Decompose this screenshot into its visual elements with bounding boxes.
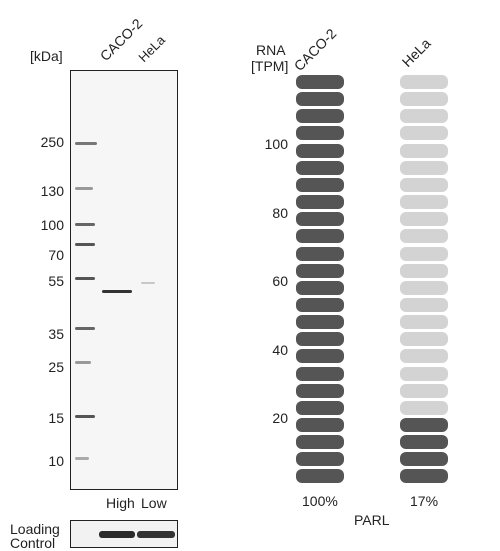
rna-pill-hela-4 bbox=[400, 126, 448, 141]
rna-pill-caco-2-13 bbox=[296, 280, 344, 295]
marker-label-35: 35 bbox=[48, 326, 64, 342]
rna-pill-caco-2-3 bbox=[296, 109, 344, 124]
rna-pill-hela-13 bbox=[400, 280, 448, 295]
rna-pill-hela-16 bbox=[400, 332, 448, 347]
rna-pill-caco-2-7 bbox=[296, 177, 344, 192]
rna-pill-caco-2-20 bbox=[296, 400, 344, 415]
rna-bar-hela bbox=[400, 75, 448, 485]
rna-pill-hela-23 bbox=[400, 452, 448, 467]
rna-pill-hela-24 bbox=[400, 469, 448, 484]
ladder-band-70 bbox=[75, 243, 95, 246]
rna-pill-caco-2-6 bbox=[296, 160, 344, 175]
rna-pill-caco-2-23 bbox=[296, 452, 344, 467]
gene-name: PARL bbox=[354, 512, 390, 528]
loading-control-label-1: Loading bbox=[10, 521, 60, 537]
ladder-band-55 bbox=[75, 277, 95, 280]
loading-control-blot bbox=[70, 520, 178, 548]
rna-pill-caco-2-2 bbox=[296, 92, 344, 107]
rna-bar-caco2 bbox=[296, 75, 344, 485]
rna-cell-line-hela: HeLa bbox=[398, 35, 434, 70]
kda-unit-label: [kDa] bbox=[30, 48, 63, 64]
rna-pill-caco-2-15 bbox=[296, 315, 344, 330]
rna-pill-hela-6 bbox=[400, 160, 448, 175]
rna-tick-100: 100 bbox=[264, 136, 288, 152]
marker-label-70: 70 bbox=[48, 247, 64, 263]
rna-pill-caco-2-16 bbox=[296, 332, 344, 347]
rna-pill-caco-2-11 bbox=[296, 246, 344, 261]
rna-pill-hela-1 bbox=[400, 75, 448, 89]
sample-band-caco2 bbox=[102, 290, 132, 293]
ladder-band-10 bbox=[75, 457, 89, 460]
rna-pill-caco-2-17 bbox=[296, 349, 344, 364]
rna-axis-label-2: [TPM] bbox=[251, 58, 289, 74]
rna-pill-caco-2-21 bbox=[296, 418, 344, 432]
expression-label-high: High bbox=[106, 495, 135, 511]
rna-pill-caco-2-5 bbox=[296, 143, 344, 158]
ladder-band-100 bbox=[75, 223, 95, 226]
western-blot-membrane bbox=[70, 70, 178, 490]
rna-pill-hela-9 bbox=[400, 212, 448, 227]
rna-pill-hela-20 bbox=[400, 400, 448, 415]
rna-pill-hela-7 bbox=[400, 177, 448, 192]
marker-label-15: 15 bbox=[48, 410, 64, 426]
ladder-band-25 bbox=[75, 361, 91, 364]
rna-pill-caco-2-8 bbox=[296, 195, 344, 210]
marker-label-250: 250 bbox=[40, 134, 64, 150]
rna-pill-hela-15 bbox=[400, 315, 448, 330]
loading-band-caco2 bbox=[99, 531, 135, 538]
rna-pill-hela-17 bbox=[400, 349, 448, 364]
rna-axis-label-1: RNA bbox=[256, 42, 286, 58]
rna-pill-caco-2-18 bbox=[296, 366, 344, 381]
rna-pill-caco-2-1 bbox=[296, 75, 344, 89]
rna-pill-hela-14 bbox=[400, 297, 448, 312]
expression-label-low: Low bbox=[141, 495, 167, 511]
rna-pill-hela-18 bbox=[400, 366, 448, 381]
ladder-band-15 bbox=[75, 415, 95, 418]
rna-pill-hela-22 bbox=[400, 435, 448, 450]
rna-pill-caco-2-10 bbox=[296, 229, 344, 244]
rna-pill-hela-8 bbox=[400, 195, 448, 210]
rna-tick-60: 60 bbox=[272, 273, 288, 289]
rna-pill-caco-2-14 bbox=[296, 297, 344, 312]
rna-pill-caco-2-4 bbox=[296, 126, 344, 141]
marker-label-55: 55 bbox=[48, 273, 64, 289]
rna-pill-caco-2-24 bbox=[296, 469, 344, 484]
lane-label-hela: HeLa bbox=[135, 32, 168, 65]
loading-control-label-2: Control bbox=[10, 535, 56, 551]
rna-percent-caco2: 100% bbox=[302, 493, 338, 509]
rna-pill-hela-2 bbox=[400, 92, 448, 107]
marker-label-100: 100 bbox=[40, 217, 64, 233]
rna-pill-hela-21 bbox=[400, 418, 448, 432]
marker-label-130: 130 bbox=[40, 183, 64, 199]
rna-tick-80: 80 bbox=[272, 205, 288, 221]
rna-pill-hela-11 bbox=[400, 246, 448, 261]
rna-tick-20: 20 bbox=[272, 410, 288, 426]
rna-pill-hela-19 bbox=[400, 383, 448, 398]
sample-band-hela bbox=[141, 282, 155, 284]
rna-pill-caco-2-9 bbox=[296, 212, 344, 227]
rna-percent-hela: 17% bbox=[410, 493, 439, 509]
rna-pill-hela-5 bbox=[400, 143, 448, 158]
ladder-band-130 bbox=[75, 187, 93, 190]
rna-pill-hela-12 bbox=[400, 263, 448, 278]
marker-label-25: 25 bbox=[48, 359, 64, 375]
marker-label-10: 10 bbox=[48, 453, 64, 469]
rna-pill-caco-2-12 bbox=[296, 263, 344, 278]
rna-pill-caco-2-22 bbox=[296, 435, 344, 450]
rna-pill-hela-10 bbox=[400, 229, 448, 244]
rna-cell-line-caco2: CACO-2 bbox=[290, 25, 340, 74]
rna-pill-hela-3 bbox=[400, 109, 448, 124]
loading-band-hela bbox=[137, 531, 175, 538]
rna-pill-caco-2-19 bbox=[296, 383, 344, 398]
rna-tick-40: 40 bbox=[272, 342, 288, 358]
ladder-band-35 bbox=[75, 327, 95, 330]
ladder-band-250 bbox=[75, 142, 97, 145]
